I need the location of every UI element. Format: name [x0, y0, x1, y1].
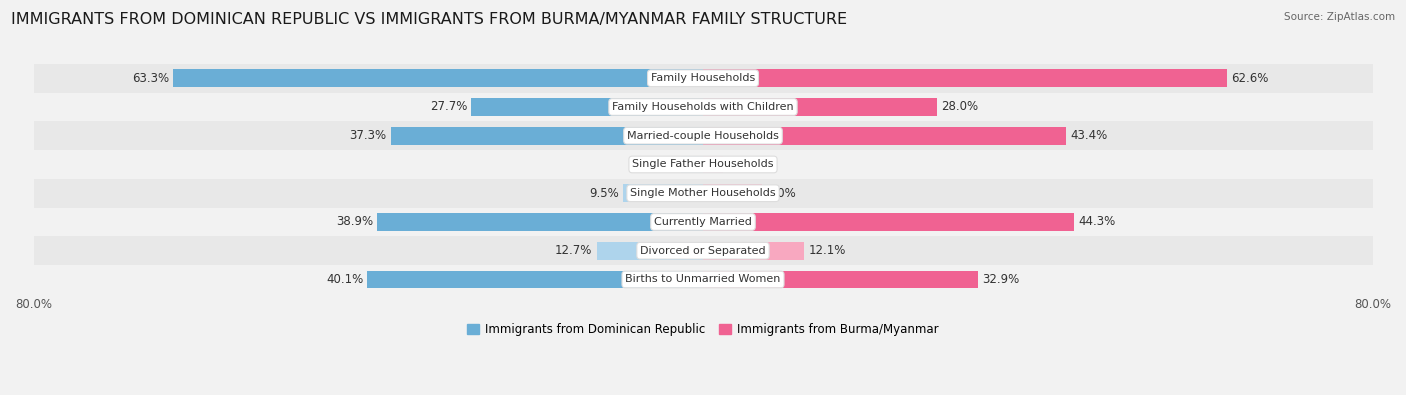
- Text: 12.7%: 12.7%: [555, 244, 592, 257]
- Bar: [703, 184, 762, 202]
- Text: 32.9%: 32.9%: [983, 273, 1019, 286]
- Text: 28.0%: 28.0%: [942, 100, 979, 113]
- Bar: [596, 242, 703, 260]
- Bar: [703, 271, 979, 288]
- Text: 38.9%: 38.9%: [336, 216, 373, 228]
- Bar: [34, 92, 1372, 121]
- Text: 9.5%: 9.5%: [589, 187, 619, 200]
- Text: Divorced or Separated: Divorced or Separated: [640, 246, 766, 256]
- Bar: [703, 156, 723, 173]
- Bar: [34, 265, 1372, 294]
- Bar: [34, 64, 1372, 92]
- Text: 12.1%: 12.1%: [808, 244, 846, 257]
- Text: 2.4%: 2.4%: [727, 158, 758, 171]
- Text: Family Households: Family Households: [651, 73, 755, 83]
- Bar: [703, 127, 1066, 145]
- Bar: [367, 271, 703, 288]
- Text: 44.3%: 44.3%: [1078, 216, 1115, 228]
- Text: 7.0%: 7.0%: [766, 187, 796, 200]
- Text: Single Mother Households: Single Mother Households: [630, 188, 776, 198]
- Bar: [391, 127, 703, 145]
- Text: 63.3%: 63.3%: [132, 72, 169, 85]
- Text: 43.4%: 43.4%: [1070, 129, 1108, 142]
- Text: 40.1%: 40.1%: [326, 273, 363, 286]
- Bar: [34, 150, 1372, 179]
- Text: Married-couple Households: Married-couple Households: [627, 131, 779, 141]
- Legend: Immigrants from Dominican Republic, Immigrants from Burma/Myanmar: Immigrants from Dominican Republic, Immi…: [463, 318, 943, 340]
- Bar: [173, 69, 703, 87]
- Text: Source: ZipAtlas.com: Source: ZipAtlas.com: [1284, 12, 1395, 22]
- Text: 2.6%: 2.6%: [647, 158, 678, 171]
- Bar: [34, 236, 1372, 265]
- Bar: [623, 184, 703, 202]
- Bar: [471, 98, 703, 116]
- Text: 62.6%: 62.6%: [1232, 72, 1268, 85]
- Bar: [377, 213, 703, 231]
- Text: 37.3%: 37.3%: [350, 129, 387, 142]
- Bar: [34, 208, 1372, 236]
- Bar: [703, 69, 1227, 87]
- Text: Births to Unmarried Women: Births to Unmarried Women: [626, 275, 780, 284]
- Bar: [703, 213, 1074, 231]
- Bar: [703, 98, 938, 116]
- Bar: [34, 121, 1372, 150]
- Text: IMMIGRANTS FROM DOMINICAN REPUBLIC VS IMMIGRANTS FROM BURMA/MYANMAR FAMILY STRUC: IMMIGRANTS FROM DOMINICAN REPUBLIC VS IM…: [11, 12, 848, 27]
- Text: Family Households with Children: Family Households with Children: [612, 102, 794, 112]
- Text: Currently Married: Currently Married: [654, 217, 752, 227]
- Bar: [703, 242, 804, 260]
- Text: Single Father Households: Single Father Households: [633, 160, 773, 169]
- Text: 27.7%: 27.7%: [430, 100, 467, 113]
- Bar: [682, 156, 703, 173]
- Bar: [34, 179, 1372, 208]
